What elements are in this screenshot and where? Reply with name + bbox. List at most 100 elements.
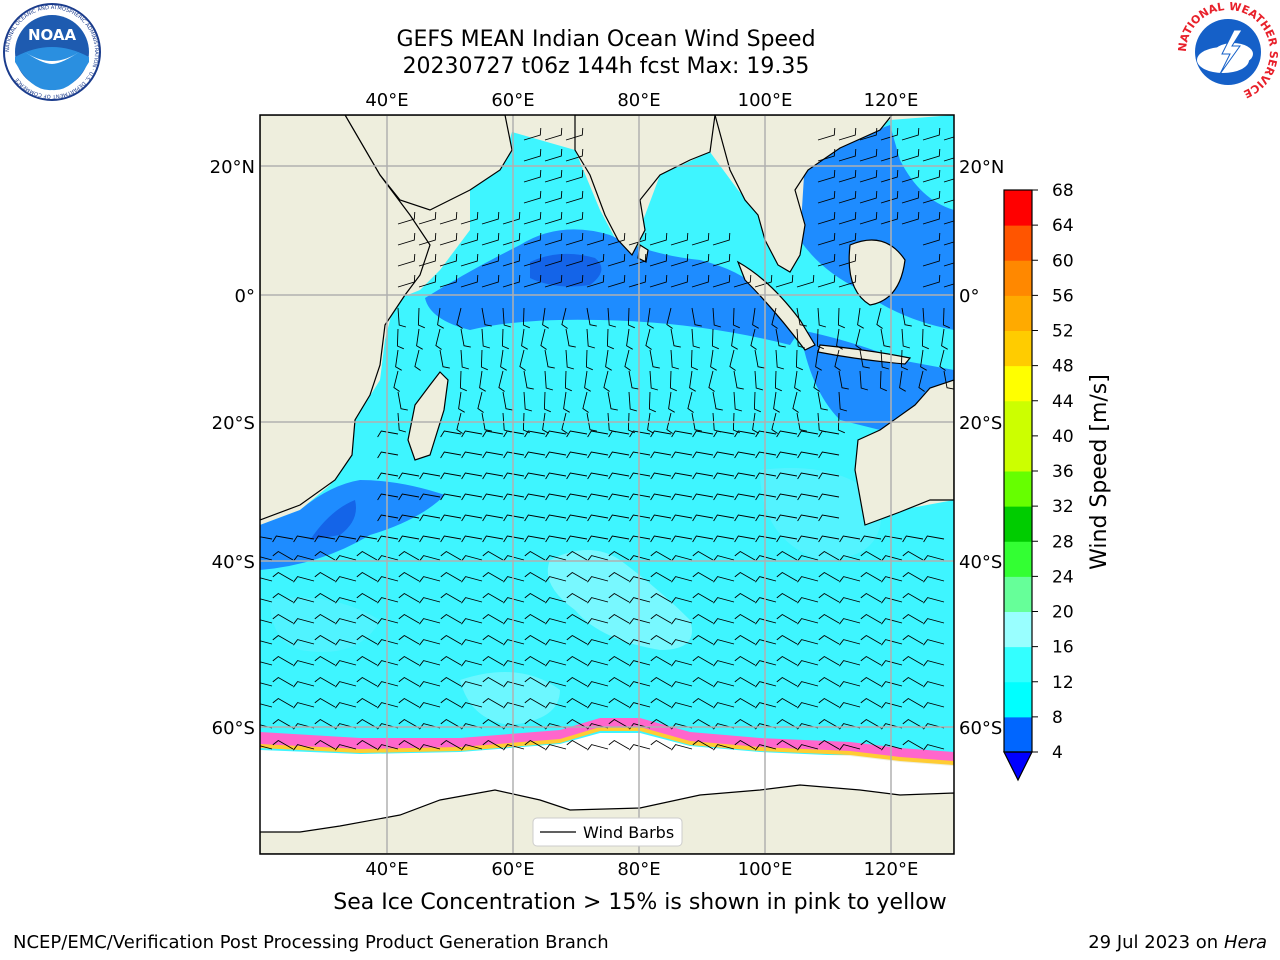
wind-barb xyxy=(272,634,294,645)
wind-barb xyxy=(293,639,315,646)
wind-barb xyxy=(881,681,903,688)
wind-barb xyxy=(650,676,672,687)
wind-barb xyxy=(628,232,647,246)
wind-barb xyxy=(901,211,920,225)
wind-barb xyxy=(479,370,486,392)
wind-barb xyxy=(775,274,794,288)
colorbar-tick-label: 68 xyxy=(1052,181,1074,201)
wind-barb xyxy=(687,391,694,413)
wind-barb xyxy=(608,535,630,543)
wind-barb xyxy=(797,514,819,522)
wind-barb xyxy=(818,535,840,543)
wind-barb xyxy=(691,328,701,349)
wind-barb xyxy=(797,555,819,562)
wind-barb xyxy=(523,211,542,225)
wind-barb xyxy=(922,169,941,183)
wind-barb xyxy=(587,597,609,604)
wind-barb xyxy=(440,472,462,480)
wind-barb xyxy=(734,655,756,666)
lon-label-bottom-80e: 80°E xyxy=(617,859,660,880)
wind-barb xyxy=(293,702,315,709)
wind-barb xyxy=(608,655,630,666)
wind-barb xyxy=(502,274,521,288)
wind-barb xyxy=(755,660,777,667)
wind-barb xyxy=(923,681,945,688)
wind-barb xyxy=(439,253,458,267)
wind-barb xyxy=(671,514,693,522)
wind-barb xyxy=(899,370,906,392)
wind-barb xyxy=(335,702,357,709)
wind-barb xyxy=(792,391,799,413)
wind-barb xyxy=(650,718,672,729)
wind-barb xyxy=(272,535,294,543)
wind-barb xyxy=(418,253,437,267)
wind-barb xyxy=(502,253,521,267)
wind-barb xyxy=(922,274,941,288)
wind-barb xyxy=(670,232,689,246)
wind-barb xyxy=(692,655,714,666)
wind-barb xyxy=(838,370,849,390)
wind-barb xyxy=(922,148,941,162)
wind-barb xyxy=(608,493,630,501)
wind-barb xyxy=(834,349,841,371)
wind-barb xyxy=(838,148,857,162)
wind-barb xyxy=(503,555,525,562)
wind-barb xyxy=(692,697,714,708)
wind-barb xyxy=(544,232,563,246)
wind-barb xyxy=(734,535,756,543)
wind-barb xyxy=(566,550,588,561)
wind-barb xyxy=(377,639,399,646)
wind-barb xyxy=(713,702,735,709)
wind-barb xyxy=(482,535,504,543)
colorbar-band xyxy=(1004,506,1032,542)
wind-barb xyxy=(461,597,483,604)
wind-barb xyxy=(482,571,504,582)
colorbar-under-arrow xyxy=(1003,751,1033,782)
chart-subtitle: 20230727 t06z 144h fcst Max: 19.35 xyxy=(402,54,810,79)
wind-barb xyxy=(586,328,596,349)
colorbar-tick-label: 4 xyxy=(1052,743,1063,763)
wind-barb xyxy=(545,681,567,688)
colorbar-tick-label: 28 xyxy=(1052,532,1074,552)
footer-date-text: 29 Jul 2023 on xyxy=(1088,932,1224,953)
wind-speed-zone-8-equator xyxy=(425,229,800,345)
wind-barb xyxy=(335,639,357,646)
wind-speed-zone-4-equator xyxy=(530,253,602,287)
wind-barb xyxy=(629,493,651,501)
wind-barb xyxy=(755,597,777,604)
wind-barb xyxy=(566,571,588,582)
wind-barb xyxy=(797,451,819,459)
wind-barb xyxy=(461,555,483,562)
wind-barb xyxy=(942,307,950,329)
wind-barb xyxy=(713,618,735,625)
wind-barb xyxy=(523,391,533,412)
wind-barb xyxy=(818,697,840,708)
wind-barb xyxy=(398,697,420,708)
map-legend: Wind Barbs xyxy=(532,817,683,847)
wind-barb xyxy=(587,702,609,709)
wind-barb xyxy=(272,592,294,603)
wind-barb xyxy=(649,232,668,246)
wind-barb xyxy=(860,613,882,624)
wind-barb xyxy=(608,592,630,603)
lat-label-left-40s: 40°S xyxy=(212,552,255,573)
wind-barb xyxy=(314,718,336,729)
wind-barb xyxy=(839,555,861,562)
wind-barb xyxy=(461,451,483,459)
wind-barb xyxy=(440,535,462,543)
wind-barb xyxy=(395,349,402,371)
wind-barb xyxy=(859,349,870,369)
wind-barb xyxy=(923,702,945,709)
wind-barb xyxy=(755,535,777,543)
wind-barb xyxy=(629,555,651,562)
wind-barb xyxy=(839,660,861,667)
wind-barb xyxy=(293,660,315,667)
wind-barb xyxy=(713,535,735,543)
wind-barb xyxy=(606,328,614,350)
wind-barb xyxy=(943,283,954,288)
wind-barb xyxy=(776,676,798,687)
wind-barb xyxy=(902,718,924,729)
wind-barb xyxy=(650,697,672,708)
wind-barb xyxy=(692,634,714,645)
wind-barb xyxy=(419,660,441,667)
